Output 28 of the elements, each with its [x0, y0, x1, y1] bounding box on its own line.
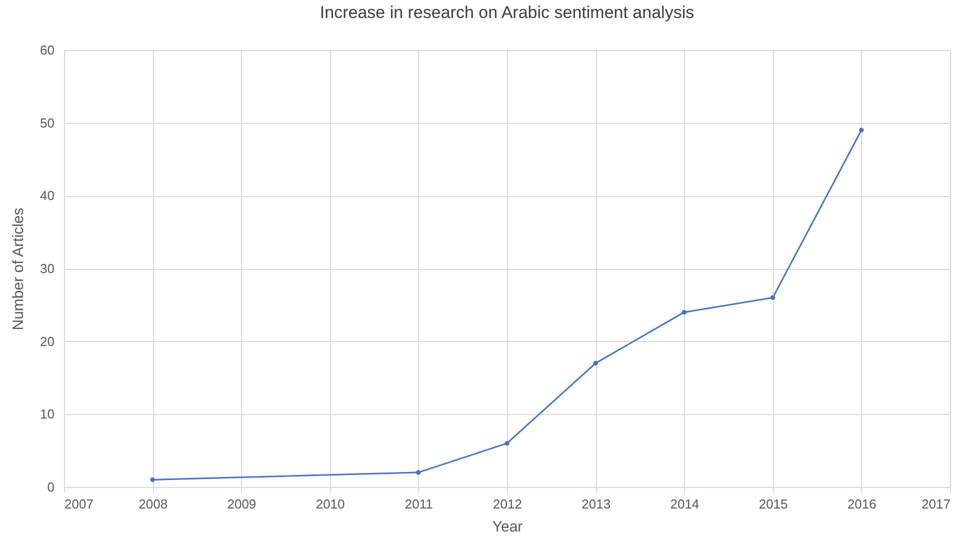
y-tick-label: 50 — [40, 115, 54, 130]
point — [150, 477, 155, 482]
x-tick-label: 2016 — [847, 496, 876, 512]
x-tick-label: 2007 — [64, 496, 94, 512]
x-tick-label: 2013 — [582, 496, 611, 512]
point — [416, 470, 421, 475]
y-tick-label: 30 — [40, 261, 54, 276]
y-axis-title: Number of Articles — [10, 208, 28, 330]
x-tick-label: 2014 — [670, 496, 700, 512]
x-tick-label: 2015 — [758, 496, 788, 512]
x-tick-label: 2017 — [922, 496, 950, 512]
x-tick-label: 2010 — [316, 496, 345, 512]
x-tick-label: 2009 — [227, 496, 256, 512]
x-tick-label: 2011 — [404, 496, 433, 512]
y-tick-label: 60 — [40, 42, 54, 58]
point — [504, 440, 510, 446]
point — [859, 128, 864, 132]
point — [682, 310, 687, 315]
y-tick-label: 10 — [40, 406, 54, 422]
point — [593, 360, 598, 366]
point — [770, 295, 776, 300]
y-tick-label: 0 — [47, 480, 54, 494]
x-tick-label: 2008 — [138, 496, 168, 512]
chart-title: Increase in research on Arabic sentiment analysis — [320, 3, 694, 22]
x-tick-label: 2012 — [493, 496, 522, 512]
x-axis-title: Year — [492, 518, 523, 536]
y-tick-label: 20 — [40, 334, 54, 349]
y-tick-label: 40 — [40, 188, 54, 204]
